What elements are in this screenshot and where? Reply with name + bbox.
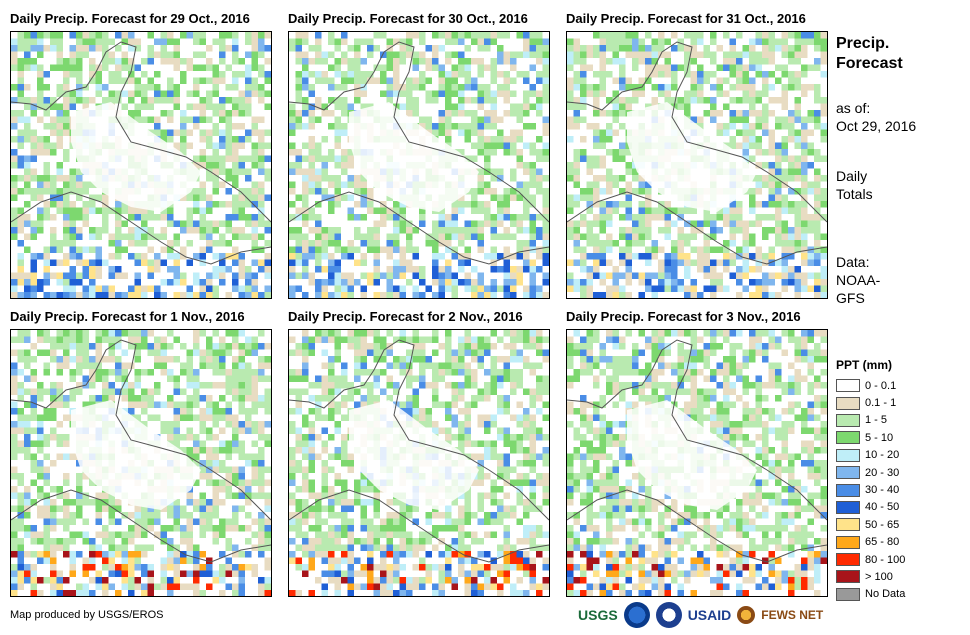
legend-item: 5 - 10 [836,429,905,446]
legend-swatch [836,379,860,393]
coastline [567,41,827,265]
legend-swatch [836,553,860,567]
coastline [567,339,827,563]
legend-label: 40 - 50 [865,501,900,514]
legend-item: 10 - 20 [836,447,905,464]
sidebar-heading-line1: Precip. [836,35,890,52]
precip-grid [11,32,271,298]
precip-grid [11,330,271,596]
asof-date: Oct 29, 2016 [836,118,917,134]
precip-grid [567,32,827,298]
noaa-logo-icon [623,602,650,628]
fewsnet-logo-icon [737,606,756,624]
forecast-map-6 [566,329,828,597]
legend-label: 0 - 0.1 [865,379,897,392]
coastline [11,339,271,563]
fewsnet-logo: FEWS NET [761,608,824,622]
legend-item: 30 - 40 [836,481,905,498]
legend-item: 0.1 - 1 [836,394,905,411]
sidebar-heading-line2: Forecast [836,55,903,72]
legend-title: PPT (mm) [836,358,893,372]
legend-swatch [836,448,860,462]
dry-land-region [71,102,201,212]
data-label: Data: [836,254,870,270]
source-line1: NOAA- [836,272,881,288]
panel-title-4: Daily Precip. Forecast for 1 Nov., 2016 [10,309,245,324]
legend-label: No Data [865,588,906,601]
dry-land-region [349,400,479,510]
source-line2: GFS [836,290,865,306]
legend-label: 1 - 5 [865,414,888,427]
partner-logos: USGS USAID FEWS NET [578,602,823,628]
legend-swatch [836,413,860,427]
legend-swatch [836,570,860,584]
legend-label: 65 - 80 [865,536,900,549]
legend-label: > 100 [865,570,893,583]
panel-title-5: Daily Precip. Forecast for 2 Nov., 2016 [288,309,523,324]
legend-item: 40 - 50 [836,499,905,516]
legend-label: 30 - 40 [865,484,900,497]
forecast-map-3 [566,31,828,299]
legend-label: 10 - 20 [865,449,900,462]
legend-label: 5 - 10 [865,431,894,444]
dry-land-region [349,102,479,212]
daily-label-line1: Daily [836,168,868,184]
panel-title-1: Daily Precip. Forecast for 29 Oct., 2016 [10,11,250,26]
panel-title-2: Daily Precip. Forecast for 30 Oct., 2016 [288,11,528,26]
forecast-map-5 [288,329,550,597]
credit-text: Map produced by USGS/EROS [10,609,164,621]
forecast-map-2 [288,31,550,299]
panel-title-3: Daily Precip. Forecast for 31 Oct., 2016 [566,11,806,26]
usgs-logo: USGS [578,607,618,623]
legend-item: 50 - 65 [836,516,905,533]
legend-swatch [836,396,860,410]
dry-land-region [71,400,201,510]
precip-grid [289,330,549,596]
legend-label: 50 - 65 [865,518,900,531]
coastline [289,41,549,265]
legend-label: 0.1 - 1 [865,397,897,410]
precip-grid [567,330,827,596]
legend-item: 80 - 100 [836,551,905,568]
legend-swatch [836,466,860,480]
legend-swatch [836,518,860,532]
forecast-map-4 [10,329,272,597]
panel-title-6: Daily Precip. Forecast for 3 Nov., 2016 [566,309,801,324]
daily-label-line2: Totals [836,186,873,202]
legend-label: 80 - 100 [865,553,906,566]
coastline [11,41,271,265]
asof-label: as of: [836,100,871,116]
legend-item: 20 - 30 [836,464,905,481]
legend-item: > 100 [836,568,905,585]
legend-swatch [836,483,860,497]
legend-item: 1 - 5 [836,412,905,429]
legend-swatch [836,431,860,445]
dry-land-region [627,102,757,212]
coastline [289,339,549,563]
legend-label: 20 - 30 [865,466,900,479]
legend-item: 65 - 80 [836,534,905,551]
legend-item: No Data [836,586,905,603]
legend-item: 0 - 0.1 [836,377,905,394]
legend-swatch [836,500,860,514]
precip-grid [289,32,549,298]
precip-legend: PPT (mm) 0 - 0.1 0.1 - 1 1 - 5 5 - 10 10 - 2… [836,358,905,603]
usaid-seal-icon [655,602,682,628]
forecast-map-1 [10,31,272,299]
dry-land-region [627,400,757,510]
legend-swatch [836,535,860,549]
usaid-logo: USAID [687,607,732,623]
legend-swatch [836,587,860,601]
